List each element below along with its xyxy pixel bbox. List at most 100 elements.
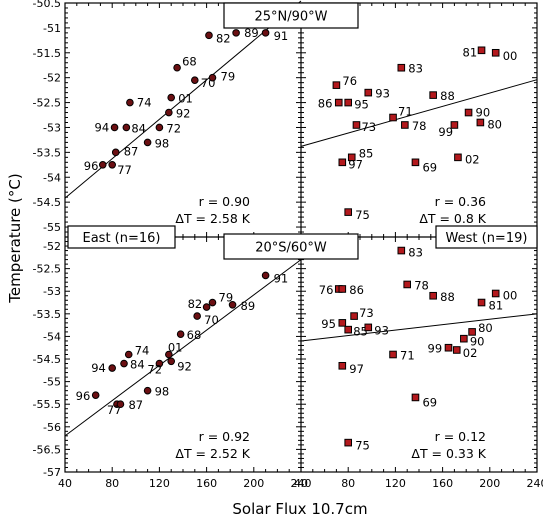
data-point — [168, 358, 175, 365]
panel-title-south: 20°S/60°W — [255, 241, 327, 256]
point-label: 93 — [375, 87, 390, 101]
point-label: 93 — [374, 323, 389, 337]
data-point — [144, 139, 151, 146]
data-point — [412, 394, 419, 401]
data-point — [168, 94, 175, 101]
x-tick-label: 40 — [294, 477, 308, 490]
data-point — [455, 154, 462, 161]
point-label: 92 — [177, 359, 192, 373]
y-tick-label: -54 — [43, 171, 61, 184]
point-label: 76 — [319, 283, 334, 297]
point-label: 88 — [440, 290, 455, 304]
data-point — [492, 290, 499, 297]
data-point — [125, 351, 132, 358]
y-tick-label: -53.5 — [33, 146, 61, 159]
data-point — [99, 162, 106, 169]
point-label: 91 — [274, 271, 289, 285]
point-label: 83 — [408, 246, 423, 260]
data-point — [203, 304, 210, 311]
point-label: 68 — [182, 55, 197, 69]
y-tick-label: -52.5 — [33, 97, 61, 110]
point-label: 81 — [489, 299, 504, 313]
point-label: 00 — [503, 288, 518, 302]
point-label: 84 — [131, 121, 146, 135]
data-point — [345, 99, 352, 106]
data-point — [262, 30, 269, 37]
y-tick-label: -52 — [43, 240, 61, 253]
x-tick-label: 160 — [196, 477, 217, 490]
data-point — [194, 313, 201, 320]
y-tick-label: -52 — [43, 72, 61, 85]
data-point — [365, 89, 372, 96]
data-point — [477, 119, 484, 126]
data-point — [345, 209, 352, 216]
data-point — [430, 292, 437, 299]
stat-r: r = 0.36 — [435, 194, 486, 209]
regression-line — [65, 260, 301, 436]
point-label: 69 — [422, 395, 437, 409]
data-point — [156, 124, 163, 131]
y-tick-label: -55.5 — [33, 398, 61, 411]
point-label: 02 — [463, 346, 478, 360]
y-axis-title: Temperature (°C) — [6, 173, 24, 303]
y-tick-label: -55 — [43, 376, 61, 389]
data-point — [144, 387, 151, 394]
stat-delta-t: ΔT = 2.58 K — [175, 211, 250, 226]
point-label: 96 — [84, 159, 99, 173]
data-point — [339, 159, 346, 166]
point-label: 72 — [147, 363, 162, 377]
data-point — [353, 122, 360, 129]
y-tick-label: -54.5 — [33, 196, 61, 209]
y-tick-label: -54 — [43, 330, 61, 343]
point-label: 75 — [355, 439, 370, 453]
point-label: 77 — [117, 163, 132, 177]
data-point — [177, 331, 184, 338]
point-label: 89 — [241, 299, 256, 313]
y-tick-label: -53.5 — [33, 308, 61, 321]
data-point — [445, 344, 452, 351]
point-label: 96 — [76, 389, 91, 403]
point-label: 74 — [135, 344, 150, 358]
point-label: 73 — [359, 306, 374, 320]
data-point — [390, 114, 397, 121]
data-point — [192, 77, 199, 84]
y-tick-label: -57 — [43, 466, 61, 479]
point-label: 01 — [168, 341, 183, 355]
data-point — [465, 109, 472, 116]
data-point — [233, 30, 240, 37]
data-point — [398, 247, 405, 254]
point-label: 81 — [463, 45, 478, 59]
data-point — [412, 159, 419, 166]
data-point — [333, 82, 340, 89]
data-point — [345, 439, 352, 446]
point-label: 98 — [155, 136, 170, 150]
point-label: 87 — [124, 144, 139, 158]
point-label: 76 — [342, 74, 357, 88]
point-label: 95 — [321, 317, 336, 331]
point-label: 86 — [349, 283, 364, 297]
y-tick-label: -53 — [43, 121, 61, 134]
x-tick-label: 120 — [149, 477, 170, 490]
stat-r: r = 0.92 — [199, 429, 250, 444]
stat-delta-t: ΔT = 2.52 K — [175, 446, 250, 461]
point-label: 75 — [355, 208, 370, 222]
panel-bottom-right: 4080120160200240837686780088817395859380… — [294, 237, 543, 490]
point-label: 94 — [91, 361, 106, 375]
point-label: 73 — [361, 120, 376, 134]
stat-r: r = 0.90 — [199, 194, 250, 209]
point-label: 74 — [137, 96, 152, 110]
data-point — [109, 162, 116, 169]
point-label: 69 — [422, 160, 437, 174]
data-point — [398, 64, 405, 71]
x-tick-label: 240 — [527, 477, 543, 490]
data-point — [174, 64, 181, 71]
y-tick-label: -51.5 — [33, 47, 61, 60]
data-point — [112, 149, 119, 156]
point-label: 80 — [478, 321, 493, 335]
x-tick-label: 80 — [105, 477, 119, 490]
point-label: 92 — [176, 107, 191, 121]
data-point — [365, 324, 372, 331]
point-label: 84 — [130, 358, 145, 372]
y-tick-label: -56.5 — [33, 443, 61, 456]
